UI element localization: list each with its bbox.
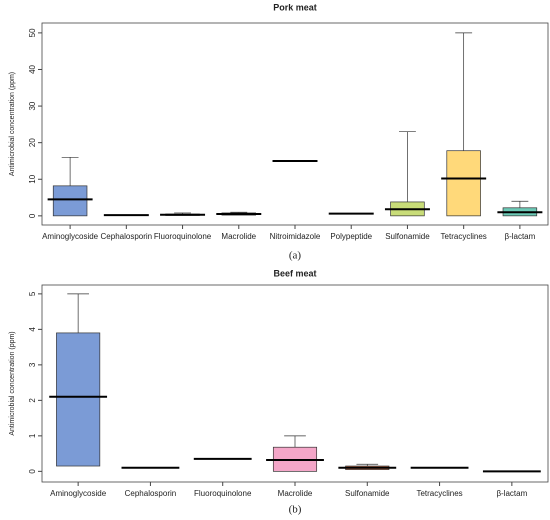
x-tick-label: Cephalosporin (125, 489, 177, 498)
x-tick-label: Aminoglycoside (42, 232, 99, 241)
y-tick-label: 50 (28, 28, 37, 37)
y-tick-label: 1 (28, 433, 37, 438)
y-axis-label: Antimicrobial concentration (ppm) (9, 72, 16, 176)
x-tick-label: Aminoglycoside (50, 489, 107, 498)
x-tick-label: Macrolide (221, 232, 256, 241)
chart-title: Pork meat (273, 2, 317, 12)
x-tick-label: Nitroimidazole (270, 232, 321, 241)
y-tick-label: 0 (28, 469, 37, 474)
x-tick-label: Sulfonamide (385, 232, 430, 241)
y-tick-label: 30 (28, 101, 37, 110)
y-tick-label: 2 (28, 398, 37, 403)
y-axis-label: Antimicrobial concentration (ppm) (9, 331, 16, 435)
chart-title: Beef meat (273, 268, 316, 278)
x-tick-label: Sulfonamide (345, 489, 390, 498)
y-tick-label: 3 (28, 362, 37, 367)
y-tick-label: 4 (28, 327, 37, 332)
x-tick-label: Tetracyclines (416, 489, 462, 498)
x-tick-label: Tetracyclines (441, 232, 487, 241)
x-tick-label: β-lactam (504, 232, 535, 241)
box (446, 150, 481, 217)
x-tick-label: Fluoroquinolone (194, 489, 252, 498)
x-tick-label: β-lactam (496, 489, 527, 498)
x-tick-label: Polypeptide (330, 232, 372, 241)
box (56, 332, 101, 467)
y-tick-label: 40 (28, 64, 37, 73)
caption: (a) (289, 250, 302, 262)
x-tick-label: Cephalosporin (101, 232, 153, 241)
y-tick-label: 0 (28, 213, 37, 218)
box (52, 185, 88, 217)
x-tick-label: Macrolide (278, 489, 313, 498)
y-tick-label: 20 (28, 138, 37, 147)
caption: (b) (289, 504, 302, 516)
x-tick-label: Fluoroquinolone (154, 232, 212, 241)
y-tick-label: 5 (28, 291, 37, 296)
y-tick-label: 10 (28, 174, 37, 183)
